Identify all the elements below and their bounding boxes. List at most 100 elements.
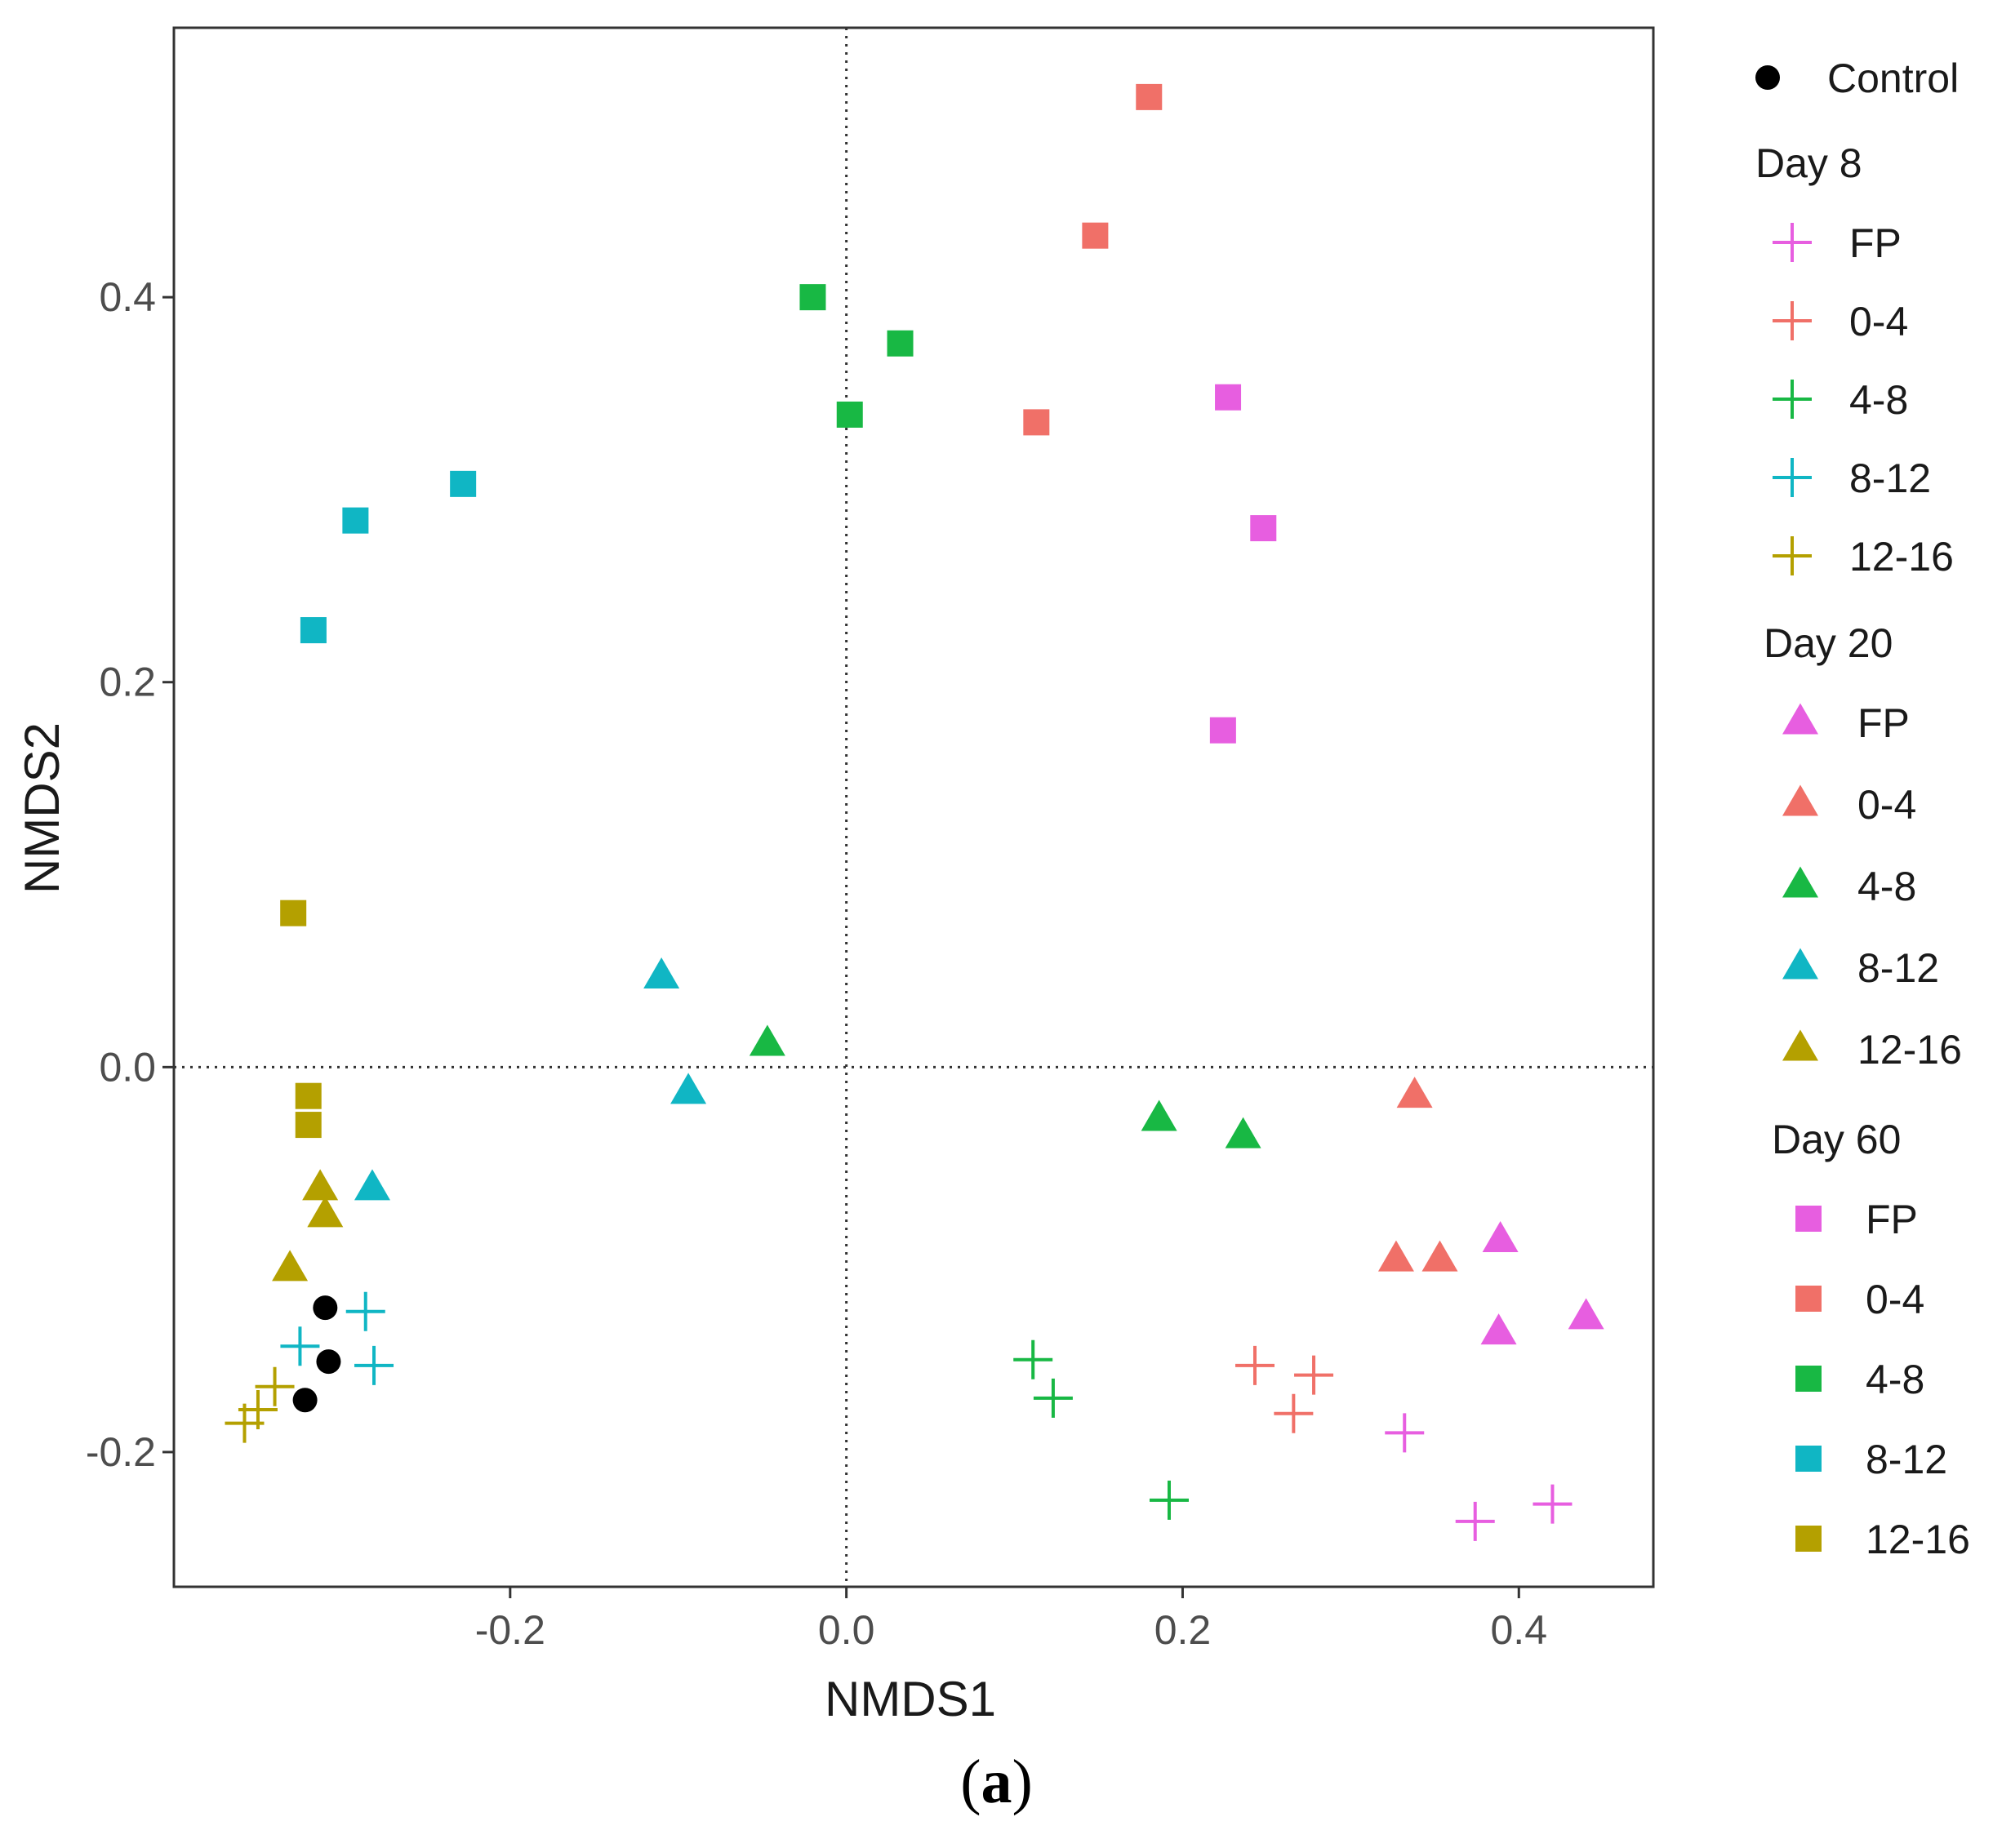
- legend-key-square: [1795, 1446, 1822, 1472]
- data-point-circle: [313, 1295, 338, 1321]
- y-tick-label: 0.0: [99, 1044, 156, 1090]
- legend-label: 4-8: [1866, 1357, 1924, 1402]
- legend-label: 12-16: [1849, 534, 1954, 580]
- data-point-triangle: [1480, 1313, 1517, 1345]
- data-point-plus: [345, 1291, 385, 1331]
- legend-label: 12-16: [1857, 1027, 1962, 1073]
- data-point-square: [342, 507, 369, 534]
- legend-label: 8-12: [1857, 945, 1939, 991]
- legend-key-square: [1795, 1526, 1822, 1552]
- legend-label: 0-4: [1849, 299, 1908, 344]
- data-point-plus: [354, 1345, 394, 1385]
- plot-panel: [172, 26, 1655, 1588]
- data-point-square: [295, 1082, 322, 1109]
- data-point-square: [295, 1112, 322, 1139]
- data-point-triangle: [1482, 1220, 1519, 1252]
- data-point-square: [799, 284, 826, 311]
- legend-key-plus: [1773, 380, 1812, 419]
- data-point-plus: [1533, 1484, 1573, 1524]
- caption-close: ): [1012, 1748, 1033, 1816]
- legend-key-triangle: [1782, 1029, 1818, 1061]
- legend-key-triangle: [1782, 866, 1818, 898]
- legend-label: 4-8: [1857, 864, 1916, 909]
- data-point-circle: [316, 1349, 341, 1375]
- x-axis-title: NMDS1: [825, 1672, 996, 1726]
- data-point-triangle: [307, 1196, 344, 1228]
- data-point-triangle: [749, 1024, 785, 1056]
- data-point-square: [1023, 409, 1050, 436]
- data-point-triangle: [1377, 1240, 1414, 1272]
- data-point-plus: [1274, 1393, 1314, 1433]
- data-point-square: [887, 330, 914, 357]
- y-tick-label: -0.2: [86, 1429, 156, 1475]
- data-point-triangle: [1568, 1298, 1604, 1330]
- data-point-triangle: [354, 1169, 390, 1201]
- caption-letter: a: [981, 1748, 1012, 1816]
- data-point-plus: [1033, 1378, 1073, 1418]
- legend-key-control: [1755, 65, 1780, 90]
- data-point-square: [1250, 515, 1277, 542]
- legend-key-square: [1795, 1206, 1822, 1232]
- data-point-plus: [1013, 1339, 1053, 1379]
- legend: Control Day 8 FP 0-4 4-8 8-12 12-16 Day 20 FP 0-4…: [1755, 56, 1970, 1562]
- legend-label-control: Control: [1827, 56, 1959, 101]
- legend-key-triangle: [1782, 784, 1818, 816]
- legend-key-plus: [1773, 458, 1812, 497]
- legend-group-title: Day 60: [1772, 1117, 1901, 1162]
- legend-key-square: [1795, 1366, 1822, 1392]
- legend-label: FP: [1857, 700, 1910, 746]
- data-point-square: [280, 900, 307, 926]
- x-tick-label: 0.0: [818, 1607, 875, 1653]
- data-point-square: [450, 470, 477, 497]
- legend-label: 8-12: [1849, 455, 1931, 501]
- data-point-plus: [1149, 1480, 1189, 1520]
- data-point-square: [836, 401, 863, 428]
- legend-label: 4-8: [1849, 377, 1908, 423]
- figure-caption: (a): [0, 1747, 1993, 1818]
- data-point-plus: [1455, 1501, 1495, 1541]
- y-tick-label: 0.4: [99, 274, 156, 320]
- data-point-square: [1215, 384, 1242, 411]
- data-point-plus: [1235, 1345, 1275, 1385]
- axes: -0.2 0.0 0.2 0.4 -0.2 0.0 0.2 0.4: [86, 274, 1547, 1653]
- data-point-square: [1082, 222, 1109, 249]
- reference-lines: [174, 28, 1653, 1587]
- x-tick-label: 0.4: [1491, 1607, 1548, 1653]
- caption-open: (: [960, 1748, 981, 1816]
- legend-key-plus: [1773, 301, 1812, 340]
- legend-label: FP: [1866, 1197, 1918, 1242]
- data-point-triangle: [643, 957, 680, 988]
- data-point-triangle: [1421, 1240, 1458, 1272]
- legend-key-triangle: [1782, 703, 1818, 735]
- data-point-plus: [1385, 1413, 1425, 1453]
- y-axis-title: NMDS2: [15, 722, 69, 894]
- data-points: [225, 83, 1604, 1541]
- legend-label: 8-12: [1866, 1437, 1947, 1482]
- legend-key-triangle: [1782, 948, 1818, 980]
- data-point-triangle: [1225, 1117, 1261, 1148]
- data-point-circle: [292, 1388, 318, 1413]
- data-point-triangle: [302, 1169, 339, 1201]
- data-point-plus: [255, 1366, 295, 1406]
- legend-key-plus: [1773, 536, 1812, 575]
- data-point-plus: [1294, 1355, 1334, 1395]
- data-point-triangle: [272, 1250, 309, 1282]
- data-point-square: [300, 617, 327, 644]
- legend-label: 0-4: [1866, 1277, 1924, 1322]
- legend-group-title: Day 20: [1764, 620, 1893, 666]
- legend-label: FP: [1849, 220, 1902, 266]
- data-point-triangle: [1141, 1099, 1177, 1131]
- data-point-square: [1209, 717, 1236, 744]
- data-point-triangle: [1396, 1077, 1433, 1108]
- legend-key-square: [1795, 1286, 1822, 1312]
- y-tick-label: 0.2: [99, 660, 156, 705]
- x-tick-label: -0.2: [475, 1607, 545, 1653]
- legend-label: 12-16: [1866, 1517, 1970, 1562]
- x-tick-label: 0.2: [1154, 1607, 1212, 1653]
- legend-key-plus: [1773, 223, 1812, 262]
- data-point-plus: [225, 1403, 265, 1443]
- legend-group-title: Day 8: [1755, 140, 1862, 186]
- data-point-square: [1136, 83, 1163, 110]
- data-point-plus: [280, 1326, 320, 1366]
